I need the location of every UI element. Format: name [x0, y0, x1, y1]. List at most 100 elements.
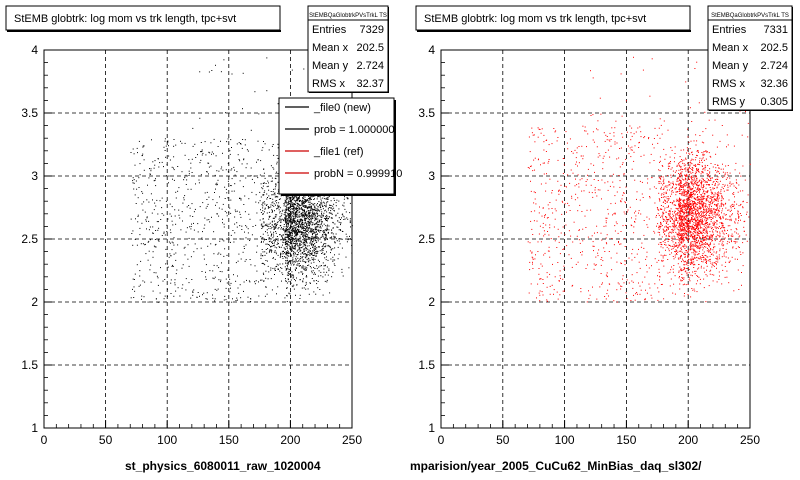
- scatter-point: [325, 236, 327, 238]
- scatter-point: [690, 140, 692, 142]
- scatter-point: [247, 232, 249, 234]
- scatter-point: [664, 207, 666, 209]
- scatter-point: [285, 278, 286, 280]
- scatter-point: [142, 192, 144, 194]
- scatter-point: [141, 203, 143, 205]
- scatter-point: [261, 240, 262, 242]
- scatter-point: [681, 229, 683, 230]
- scatter-point: [697, 194, 698, 196]
- scatter-point: [305, 246, 307, 248]
- scatter-point: [730, 240, 732, 242]
- scatter-point: [303, 214, 305, 216]
- scatter-point: [288, 228, 290, 230]
- scatter-point: [324, 234, 326, 236]
- scatter-point: [676, 217, 677, 219]
- scatter-point: [270, 245, 272, 247]
- scatter-point: [290, 226, 292, 228]
- scatter-point: [286, 220, 288, 222]
- scatter-point: [296, 215, 298, 217]
- scatter-point: [301, 267, 303, 269]
- scatter-point: [197, 154, 198, 156]
- scatter-point: [304, 227, 306, 229]
- scatter-point: [712, 254, 714, 256]
- scatter-point: [259, 191, 261, 193]
- scatter-point: [276, 202, 278, 204]
- scatter-point: [299, 222, 301, 224]
- scatter-point: [203, 227, 205, 229]
- scatter-point: [245, 237, 247, 239]
- y-tick-label: 4: [31, 43, 38, 57]
- scatter-point: [322, 262, 324, 264]
- scatter-point: [217, 288, 219, 290]
- scatter-point: [276, 155, 278, 156]
- scatter-point: [186, 227, 188, 229]
- scatter-point: [264, 254, 266, 256]
- scatter-point: [729, 225, 731, 227]
- scatter-point: [714, 210, 716, 212]
- scatter-point: [296, 226, 298, 228]
- scatter-point: [694, 217, 696, 219]
- scatter-point: [286, 274, 288, 276]
- scatter-point: [279, 207, 281, 209]
- scatter-point: [671, 229, 673, 230]
- scatter-point: [296, 197, 298, 199]
- scatter-point: [694, 193, 696, 195]
- scatter-point: [308, 254, 310, 256]
- scatter-point: [291, 227, 293, 229]
- scatter-point: [682, 221, 684, 223]
- scatter-point: [313, 291, 315, 293]
- scatter-point: [286, 243, 288, 245]
- scatter-point: [310, 254, 312, 255]
- scatter-point: [222, 239, 224, 241]
- scatter-point: [674, 275, 676, 277]
- scatter-point: [256, 270, 258, 272]
- scatter-point: [678, 245, 680, 247]
- scatter-point: [229, 153, 231, 155]
- scatter-point: [316, 268, 318, 270]
- scatter-point: [715, 226, 717, 228]
- scatter-point: [268, 244, 270, 245]
- scatter-point: [267, 248, 269, 250]
- scatter-point: [275, 178, 277, 180]
- scatter-point: [296, 205, 298, 207]
- scatter-point: [683, 191, 685, 193]
- scatter-point: [306, 227, 308, 229]
- scatter-point: [286, 208, 288, 210]
- scatter-point: [331, 217, 333, 219]
- scatter-point: [313, 248, 315, 250]
- scatter-point: [298, 216, 300, 218]
- scatter-point: [700, 265, 702, 267]
- scatter-point: [301, 252, 303, 254]
- scatter-point: [144, 243, 146, 245]
- scatter-point: [302, 256, 304, 258]
- scatter-point: [265, 260, 267, 261]
- scatter-point: [706, 212, 708, 213]
- scatter-point: [265, 249, 267, 250]
- scatter-point: [287, 195, 289, 197]
- scatter-point: [304, 243, 306, 245]
- scatter-point: [273, 188, 275, 190]
- scatter-point: [679, 156, 681, 158]
- scatter-point: [305, 233, 307, 235]
- scatter-point: [193, 251, 195, 253]
- scatter-point: [277, 268, 279, 270]
- scatter-point: [283, 253, 285, 255]
- scatter-point: [671, 191, 673, 193]
- scatter-point: [153, 180, 155, 182]
- scatter-point: [707, 206, 709, 208]
- scatter-point: [301, 224, 303, 226]
- scatter-point: [324, 236, 326, 238]
- scatter-point: [305, 266, 307, 268]
- scatter-point: [724, 229, 725, 231]
- scatter-point: [287, 274, 289, 276]
- scatter-point: [131, 233, 133, 234]
- scatter-point: [287, 250, 289, 252]
- scatter-point: [259, 200, 261, 202]
- scatter-point: [662, 165, 664, 167]
- scatter-point: [295, 215, 297, 217]
- scatter-point: [697, 239, 699, 241]
- scatter-point: [226, 254, 228, 256]
- scatter-point: [697, 209, 699, 211]
- scatter-point: [671, 266, 672, 268]
- scatter-point: [682, 205, 684, 207]
